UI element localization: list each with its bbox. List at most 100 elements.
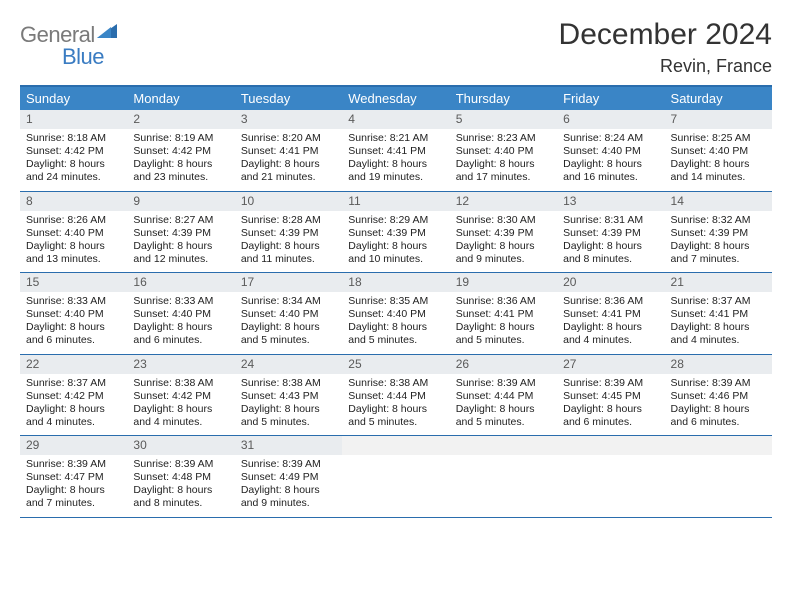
weekday-label: Friday <box>557 87 664 110</box>
day-number: 17 <box>235 273 342 292</box>
calendar-day: 31Sunrise: 8:39 AMSunset: 4:49 PMDayligh… <box>235 436 342 517</box>
day-number: 19 <box>450 273 557 292</box>
header: General Blue December 2024 Revin, France <box>20 18 772 77</box>
calendar-day: 29Sunrise: 8:39 AMSunset: 4:47 PMDayligh… <box>20 436 127 517</box>
day-number: 10 <box>235 192 342 211</box>
calendar-day: 19Sunrise: 8:36 AMSunset: 4:41 PMDayligh… <box>450 273 557 354</box>
sunset-text: Sunset: 4:48 PM <box>133 471 228 484</box>
day-number: 8 <box>20 192 127 211</box>
sunrise-text: Sunrise: 8:31 AM <box>563 214 658 227</box>
sunrise-text: Sunrise: 8:30 AM <box>456 214 551 227</box>
daylight-text-2: and 8 minutes. <box>563 253 658 266</box>
daylight-text-1: Daylight: 8 hours <box>241 484 336 497</box>
calendar-day: 4Sunrise: 8:21 AMSunset: 4:41 PMDaylight… <box>342 110 449 191</box>
daylight-text-1: Daylight: 8 hours <box>241 158 336 171</box>
day-body: Sunrise: 8:33 AMSunset: 4:40 PMDaylight:… <box>20 292 127 354</box>
daylight-text-1: Daylight: 8 hours <box>456 403 551 416</box>
daylight-text-2: and 24 minutes. <box>26 171 121 184</box>
sunset-text: Sunset: 4:43 PM <box>241 390 336 403</box>
day-body: Sunrise: 8:19 AMSunset: 4:42 PMDaylight:… <box>127 129 234 191</box>
daylight-text-1: Daylight: 8 hours <box>563 403 658 416</box>
daylight-text-2: and 19 minutes. <box>348 171 443 184</box>
calendar-week: 22Sunrise: 8:37 AMSunset: 4:42 PMDayligh… <box>20 355 772 437</box>
day-body: Sunrise: 8:37 AMSunset: 4:41 PMDaylight:… <box>665 292 772 354</box>
sunrise-text: Sunrise: 8:29 AM <box>348 214 443 227</box>
daylight-text-2: and 4 minutes. <box>563 334 658 347</box>
day-body: Sunrise: 8:21 AMSunset: 4:41 PMDaylight:… <box>342 129 449 191</box>
weekday-label: Wednesday <box>342 87 449 110</box>
day-number: 24 <box>235 355 342 374</box>
daylight-text-1: Daylight: 8 hours <box>671 240 766 253</box>
day-number: 4 <box>342 110 449 129</box>
sunset-text: Sunset: 4:40 PM <box>348 308 443 321</box>
day-number: 2 <box>127 110 234 129</box>
daylight-text-1: Daylight: 8 hours <box>563 240 658 253</box>
daylight-text-1: Daylight: 8 hours <box>456 158 551 171</box>
daylight-text-2: and 7 minutes. <box>671 253 766 266</box>
title-block: December 2024 Revin, France <box>559 18 772 77</box>
day-body: Sunrise: 8:39 AMSunset: 4:44 PMDaylight:… <box>450 374 557 436</box>
day-number: 25 <box>342 355 449 374</box>
daylight-text-2: and 11 minutes. <box>241 253 336 266</box>
calendar-day: 8Sunrise: 8:26 AMSunset: 4:40 PMDaylight… <box>20 192 127 273</box>
calendar-day: 2Sunrise: 8:19 AMSunset: 4:42 PMDaylight… <box>127 110 234 191</box>
day-body: Sunrise: 8:35 AMSunset: 4:40 PMDaylight:… <box>342 292 449 354</box>
day-number: 27 <box>557 355 664 374</box>
day-number: 29 <box>20 436 127 455</box>
daylight-text-1: Daylight: 8 hours <box>26 403 121 416</box>
daylight-text-1: Daylight: 8 hours <box>563 321 658 334</box>
daylight-text-2: and 12 minutes. <box>133 253 228 266</box>
sunrise-text: Sunrise: 8:33 AM <box>133 295 228 308</box>
sunset-text: Sunset: 4:40 PM <box>26 308 121 321</box>
sunset-text: Sunset: 4:39 PM <box>133 227 228 240</box>
weekday-label: Tuesday <box>235 87 342 110</box>
sunset-text: Sunset: 4:40 PM <box>133 308 228 321</box>
sunrise-text: Sunrise: 8:39 AM <box>133 458 228 471</box>
sunrise-text: Sunrise: 8:18 AM <box>26 132 121 145</box>
day-number: 6 <box>557 110 664 129</box>
daylight-text-1: Daylight: 8 hours <box>456 240 551 253</box>
daylight-text-1: Daylight: 8 hours <box>563 158 658 171</box>
calendar-day: 30Sunrise: 8:39 AMSunset: 4:48 PMDayligh… <box>127 436 234 517</box>
sunset-text: Sunset: 4:42 PM <box>26 145 121 158</box>
daylight-text-2: and 6 minutes. <box>26 334 121 347</box>
daylight-text-2: and 16 minutes. <box>563 171 658 184</box>
daylight-text-1: Daylight: 8 hours <box>26 240 121 253</box>
location-label: Revin, France <box>559 56 772 77</box>
calendar-day: 17Sunrise: 8:34 AMSunset: 4:40 PMDayligh… <box>235 273 342 354</box>
daylight-text-1: Daylight: 8 hours <box>133 484 228 497</box>
weekday-label: Thursday <box>450 87 557 110</box>
logo-text-blue: Blue <box>62 44 117 70</box>
calendar-day: 28Sunrise: 8:39 AMSunset: 4:46 PMDayligh… <box>665 355 772 436</box>
calendar-day: 6Sunrise: 8:24 AMSunset: 4:40 PMDaylight… <box>557 110 664 191</box>
day-number: 16 <box>127 273 234 292</box>
daylight-text-1: Daylight: 8 hours <box>26 484 121 497</box>
day-number: 13 <box>557 192 664 211</box>
daylight-text-2: and 7 minutes. <box>26 497 121 510</box>
sunrise-text: Sunrise: 8:39 AM <box>241 458 336 471</box>
calendar-day-empty: . <box>342 436 449 517</box>
daylight-text-1: Daylight: 8 hours <box>348 240 443 253</box>
day-body: Sunrise: 8:38 AMSunset: 4:42 PMDaylight:… <box>127 374 234 436</box>
daylight-text-2: and 5 minutes. <box>456 416 551 429</box>
page-title: December 2024 <box>559 18 772 52</box>
day-number: 5 <box>450 110 557 129</box>
day-body: Sunrise: 8:36 AMSunset: 4:41 PMDaylight:… <box>557 292 664 354</box>
daylight-text-2: and 13 minutes. <box>26 253 121 266</box>
sunrise-text: Sunrise: 8:39 AM <box>563 377 658 390</box>
day-number: 18 <box>342 273 449 292</box>
sunset-text: Sunset: 4:39 PM <box>348 227 443 240</box>
daylight-text-1: Daylight: 8 hours <box>133 240 228 253</box>
day-number: 3 <box>235 110 342 129</box>
daylight-text-1: Daylight: 8 hours <box>241 403 336 416</box>
sunset-text: Sunset: 4:45 PM <box>563 390 658 403</box>
sunset-text: Sunset: 4:40 PM <box>563 145 658 158</box>
day-body: Sunrise: 8:39 AMSunset: 4:47 PMDaylight:… <box>20 455 127 517</box>
day-body: Sunrise: 8:34 AMSunset: 4:40 PMDaylight:… <box>235 292 342 354</box>
daylight-text-2: and 6 minutes. <box>671 416 766 429</box>
sunset-text: Sunset: 4:44 PM <box>348 390 443 403</box>
sunrise-text: Sunrise: 8:25 AM <box>671 132 766 145</box>
daylight-text-2: and 5 minutes. <box>241 416 336 429</box>
day-body: Sunrise: 8:33 AMSunset: 4:40 PMDaylight:… <box>127 292 234 354</box>
sunset-text: Sunset: 4:40 PM <box>26 227 121 240</box>
